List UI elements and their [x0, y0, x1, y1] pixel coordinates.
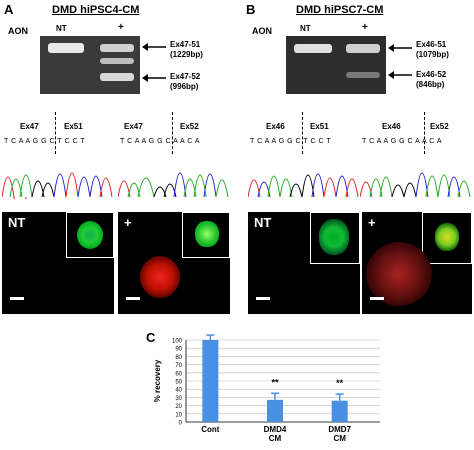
red-cell: [140, 256, 180, 298]
panel-a-arrows: [142, 43, 166, 82]
panel-a-band2-annotation: Ex47-52 (996bp): [170, 72, 200, 92]
significance-label: **: [336, 378, 344, 388]
panel-a-aon-label: AON: [8, 26, 28, 36]
bar: [202, 340, 219, 422]
x-tick-label: CM: [269, 434, 282, 443]
trace-b-plus-junction: [424, 112, 425, 154]
scale-bar: [10, 297, 24, 300]
trace-b-nt-sequence: T C A A G G C T C C T: [250, 138, 332, 145]
gel-band: [100, 44, 134, 52]
red-cell: [366, 242, 432, 306]
recovery-bar-chart: 0 10 20 30 40 50 60 70 80 90 100 % recovery Cont ** DM…: [153, 334, 380, 443]
trace-a-plus-sequence: T C A A G G C A A C A: [120, 138, 201, 145]
scale-bar: [256, 297, 270, 300]
y-tick-label: 60: [175, 371, 182, 377]
x-tick-label: Cont: [201, 425, 220, 434]
trace-b-nt-junction: [302, 112, 303, 154]
y-tick-label: 30: [175, 396, 182, 402]
trace-a-plus-chromatogram: [118, 172, 229, 198]
gel-band: [100, 58, 134, 64]
panel-a-lane-nt: NT: [56, 24, 67, 33]
panel-b-image-nt: NT: [248, 212, 360, 314]
trace-a-nt-junction: [55, 112, 56, 154]
band1-name: Ex47-51: [170, 40, 201, 49]
gel-band: [294, 44, 332, 53]
trace-b-nt-chromatogram: [248, 173, 359, 198]
panel-b-lane-plus: +: [362, 22, 368, 33]
trace-a-nt-chromatogram: [2, 172, 113, 199]
y-tick-label: 50: [175, 380, 182, 386]
y-tick-label: 10: [175, 412, 182, 418]
gel-band: [48, 43, 84, 53]
trace-a-plus-left: Ex47: [124, 122, 143, 131]
panel-b-aon-label: AON: [252, 26, 272, 36]
trace-b-nt-left: Ex46: [266, 122, 285, 131]
band2-size: (846bp): [416, 80, 445, 89]
y-tick-label: 90: [175, 347, 182, 353]
image-label: NT: [254, 215, 272, 230]
y-tick-label: 100: [172, 339, 183, 345]
trace-a-plus-junction: [172, 112, 173, 154]
significance-label: **: [271, 377, 279, 387]
panel-b-image-plus: +: [362, 212, 472, 314]
image-inset: [422, 212, 472, 264]
panel-a-lane-plus: +: [118, 22, 124, 33]
band2-name: Ex46-52: [416, 70, 447, 79]
scale-bar: [370, 297, 384, 300]
trace-b-nt-right: Ex51: [310, 122, 329, 131]
image-inset: [310, 212, 360, 264]
band2-size: (996bp): [170, 82, 199, 91]
panel-a-image-nt: NT: [2, 212, 114, 314]
bar: [267, 399, 283, 422]
band1-size: (1229bp): [170, 50, 203, 59]
band1-name: Ex46-51: [416, 40, 447, 49]
band1-size: (1079bp): [416, 50, 449, 59]
y-tick-label: 20: [175, 404, 182, 410]
panel-b-title: DMD hiPSC7-CM: [296, 4, 384, 16]
panel-a-label: A: [4, 2, 14, 17]
trace-a-nt-sequence: T C A A G G C T C C T: [4, 138, 86, 145]
green-cell: [77, 221, 103, 249]
x-tick-label: DMD7: [328, 425, 351, 434]
scale-bar: [126, 297, 140, 300]
green-cell: [319, 219, 349, 255]
trace-a-plus-right: Ex52: [180, 122, 199, 131]
trace-b-plus-chromatogram: [360, 172, 471, 198]
image-label: NT: [8, 215, 26, 230]
bar: [331, 400, 348, 422]
panel-a-band1-annotation: Ex47-51 (1229bp): [170, 40, 203, 60]
panel-a-title: DMD hiPSC4-CM: [52, 4, 140, 16]
panel-b-gel: [286, 36, 386, 94]
image-label: +: [368, 215, 376, 230]
y-tick-label: 80: [175, 355, 182, 361]
green-cell: [435, 223, 459, 251]
green-cell: [195, 221, 219, 247]
x-tick-label: DMD4: [264, 425, 287, 434]
gel-band: [346, 72, 380, 78]
x-tick-label: CM: [333, 434, 346, 443]
y-tick-label: 70: [175, 363, 182, 369]
y-tick-label: 40: [175, 388, 182, 394]
panel-b-band1-annotation: Ex46-51 (1079bp): [416, 40, 449, 60]
gel-band: [100, 73, 134, 81]
panel-c-label: C: [146, 330, 156, 345]
panel-a-image-plus: +: [118, 212, 230, 314]
y-axis-label: % recovery: [153, 359, 162, 402]
gel-band: [346, 44, 380, 53]
panel-b-label: B: [246, 2, 256, 17]
image-inset: [182, 212, 230, 258]
image-inset: [66, 212, 114, 258]
panel-b-band2-annotation: Ex46-52 (846bp): [416, 70, 446, 90]
panel-a-gel: [40, 36, 140, 94]
image-label: +: [124, 215, 132, 230]
y-tick-label: 0: [179, 421, 183, 427]
trace-a-nt-right: Ex51: [64, 122, 83, 131]
trace-b-plus-sequence: T C A A G G C A A C A: [362, 138, 443, 145]
trace-b-plus-right: Ex52: [430, 122, 449, 131]
panel-b-arrows: [388, 44, 412, 79]
trace-a-nt-left: Ex47: [20, 122, 39, 131]
panel-b-lane-nt: NT: [300, 24, 311, 33]
band2-name: Ex47-52: [170, 72, 201, 81]
trace-b-plus-left: Ex46: [382, 122, 401, 131]
